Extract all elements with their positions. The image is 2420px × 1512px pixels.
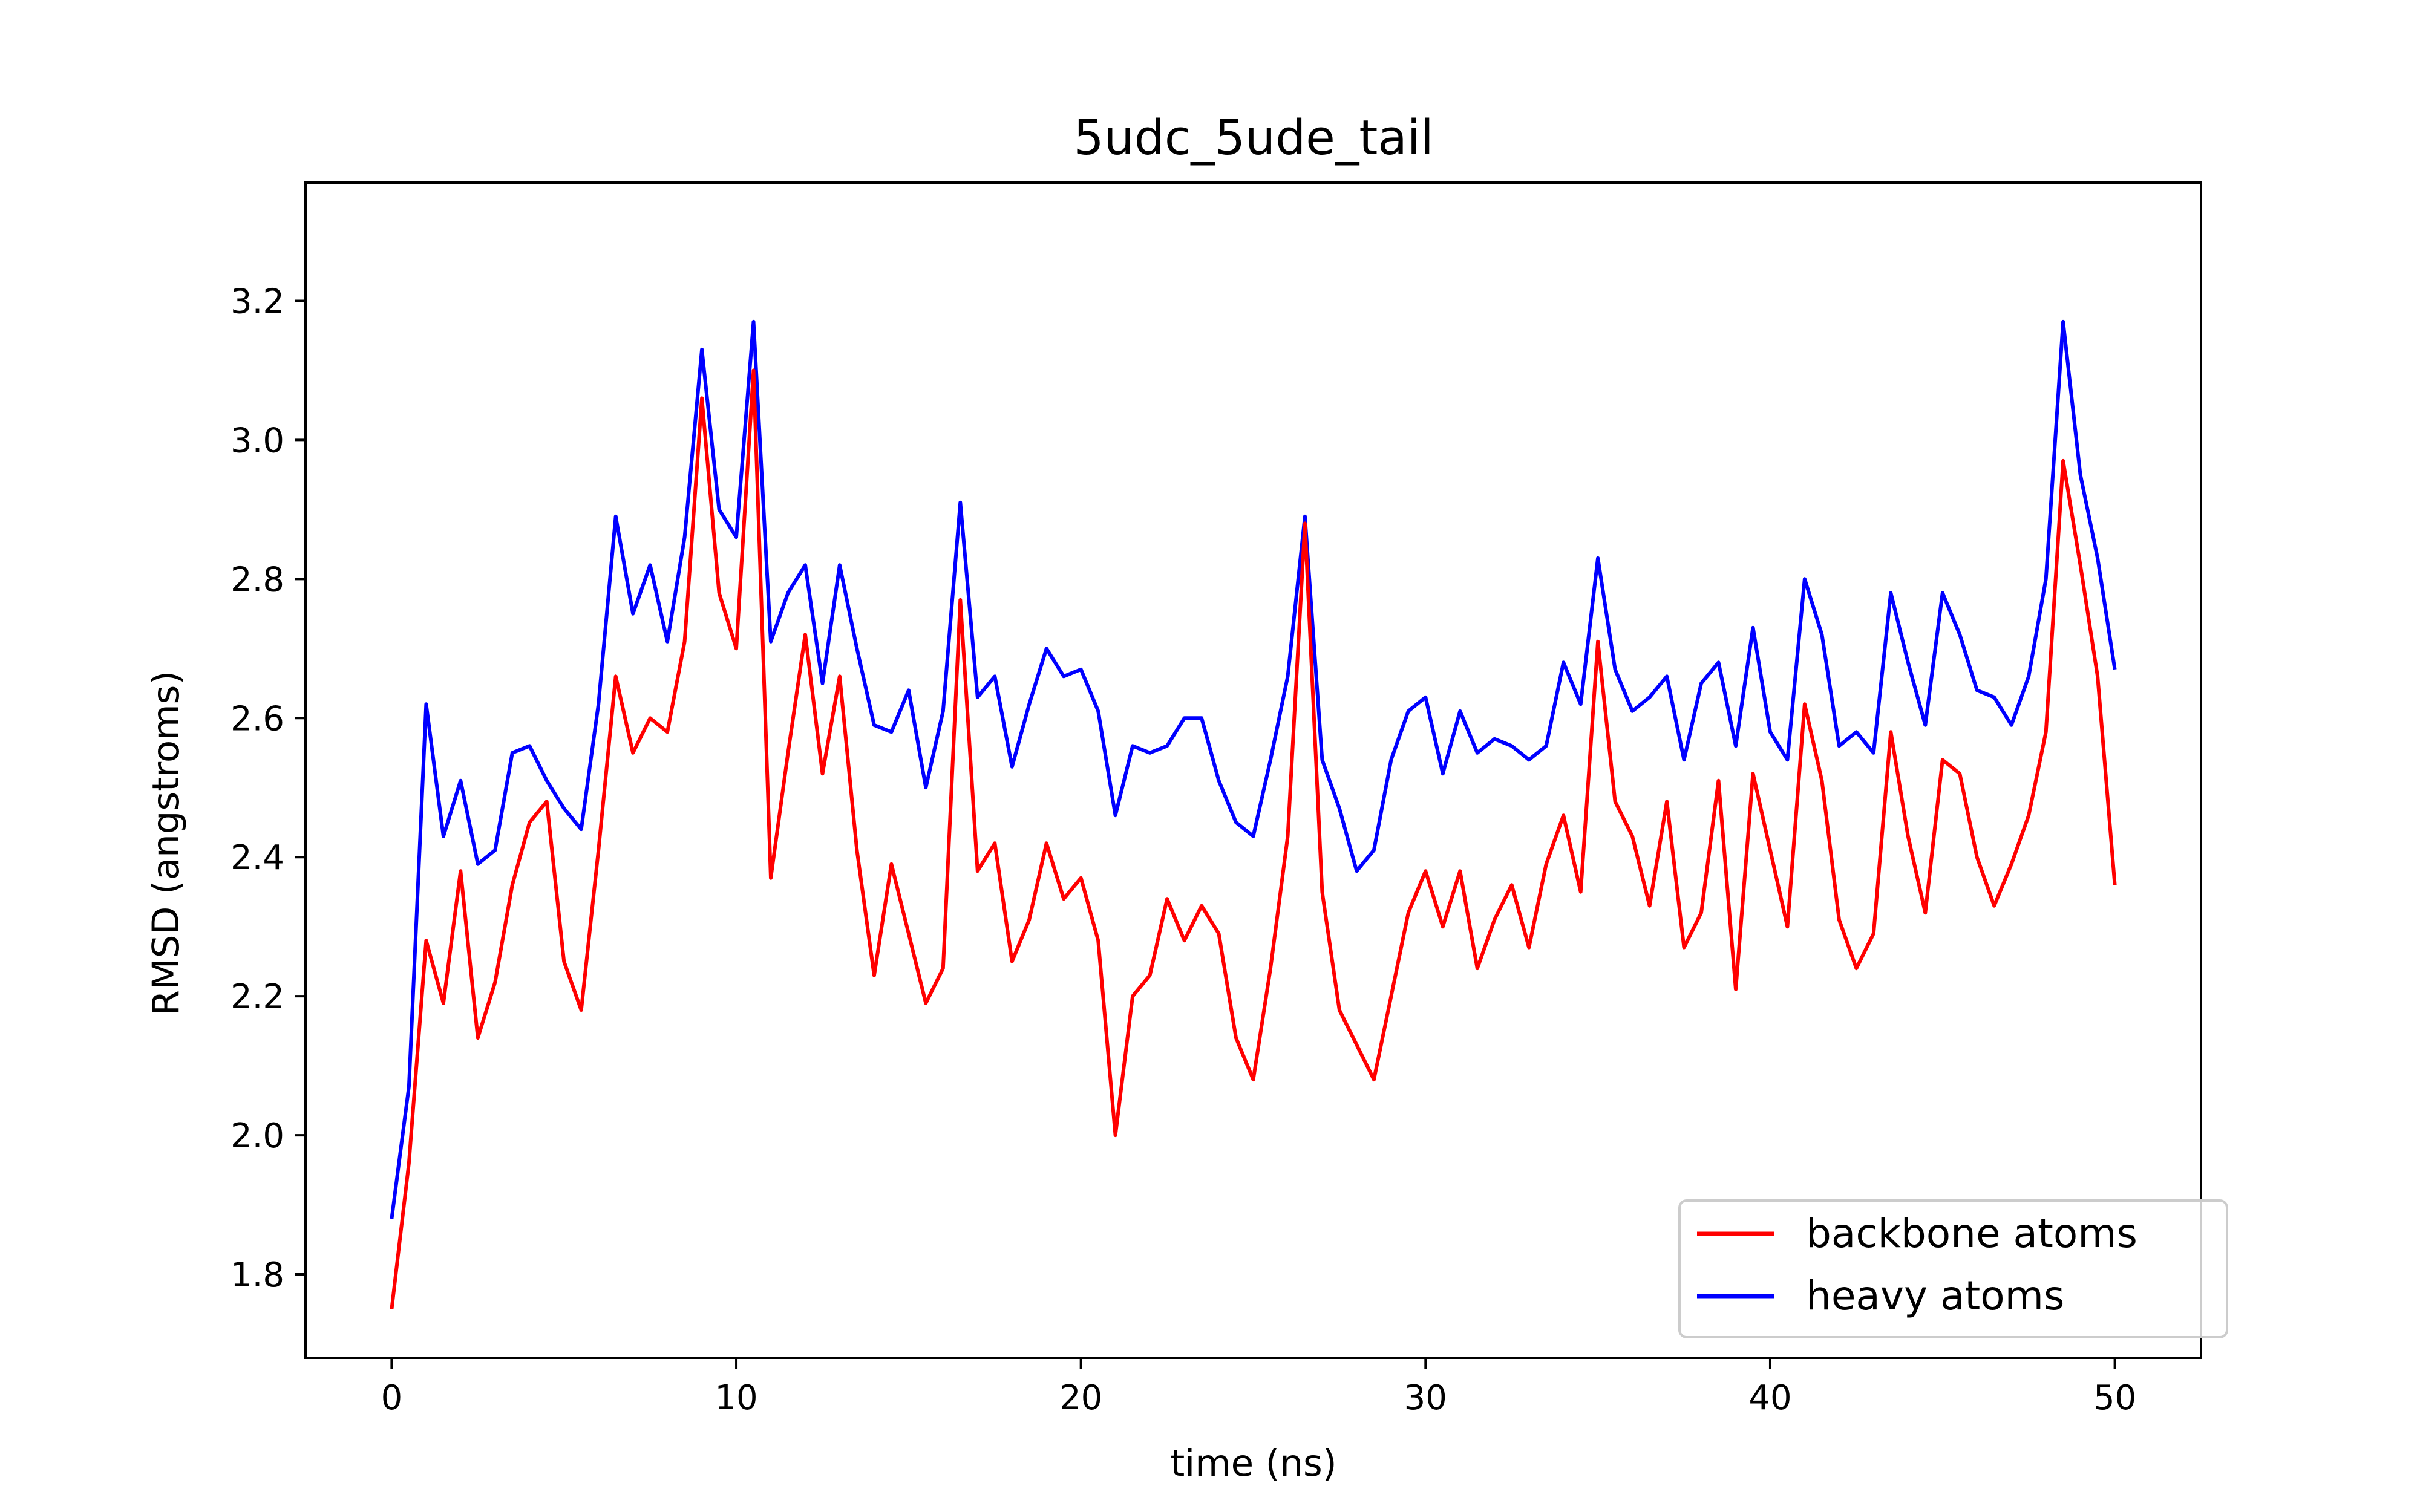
- y-tick-label: 2.0: [231, 1116, 284, 1156]
- legend-label-backbone: backbone atoms: [1806, 1210, 2137, 1257]
- y-axis: 1.8 2.0 2.2 2.4 2.6 2.8 3.0 3.2: [231, 282, 306, 1295]
- y-tick-label: 2.8: [231, 560, 284, 599]
- series-line-heavy: [390, 319, 2117, 1219]
- y-tick-label: 3.0: [231, 421, 284, 460]
- y-axis-label: RMSD (angstroms): [145, 671, 188, 1015]
- x-tick-label: 50: [2093, 1378, 2136, 1418]
- plot-frame: [304, 181, 2202, 1359]
- x-tick-label: 40: [1748, 1378, 1791, 1418]
- y-tick-label: 2.6: [231, 699, 284, 738]
- x-tick-label: 30: [1404, 1378, 1447, 1418]
- y-tick-label: 3.2: [231, 282, 284, 321]
- x-tick-label: 0: [381, 1378, 403, 1418]
- x-tick-label: 20: [1059, 1378, 1102, 1418]
- y-tick-label: 2.2: [231, 977, 284, 1017]
- y-tick-label: 2.4: [231, 838, 284, 878]
- x-axis-label: time (ns): [1170, 1442, 1336, 1485]
- legend-box: [1678, 1199, 2228, 1338]
- series-line-backbone: [390, 368, 2117, 1309]
- y-tick-label: 1.8: [231, 1256, 284, 1295]
- x-tick-label: 10: [715, 1378, 757, 1418]
- series-layer: [390, 319, 2117, 1309]
- chart-title: 5udc_5ude_tail: [1073, 110, 1433, 166]
- x-axis: 0 10 20 30 40 50: [381, 1358, 2136, 1418]
- legend-label-heavy: heavy atoms: [1806, 1272, 2064, 1319]
- legend: backbone atoms heavy atoms: [1678, 1199, 2228, 1338]
